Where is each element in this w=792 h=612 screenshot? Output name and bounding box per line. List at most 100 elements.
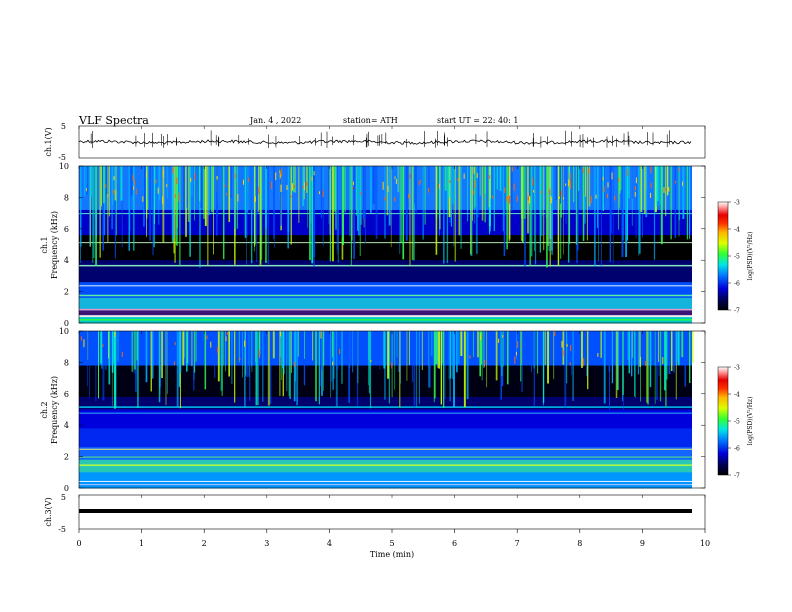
spectro-hotspot xyxy=(602,176,604,181)
spectro-streak xyxy=(332,331,334,390)
ch3-ytick-bottom: -5 xyxy=(58,525,66,534)
spectro-streak xyxy=(534,166,535,251)
spectro-streak xyxy=(251,166,253,264)
spectro-streak xyxy=(441,331,443,364)
spectro-streak xyxy=(602,166,604,212)
freq-tick-label: 6 xyxy=(64,390,69,399)
spectro-streak xyxy=(193,331,196,373)
time-axis-label: Time (min) xyxy=(370,550,414,559)
spectro-streak xyxy=(364,166,366,244)
spectro-streak xyxy=(89,166,91,247)
spectro-hotspot xyxy=(178,193,180,202)
spectro-streak xyxy=(562,331,565,365)
spectro-streak xyxy=(151,331,154,379)
spectro-streak xyxy=(479,166,481,196)
spectro-hotspot xyxy=(352,186,354,190)
spectro-streak xyxy=(79,166,82,247)
spectro-hotspot xyxy=(479,333,481,341)
spectro-hotspot xyxy=(142,196,144,202)
spectro-streak xyxy=(559,166,562,204)
spectro-hotspot xyxy=(511,166,513,172)
spectro-streak xyxy=(322,166,324,190)
spectro-hotspot xyxy=(515,351,517,356)
spectro-streak xyxy=(450,331,452,379)
spectro-hotspot xyxy=(679,168,681,172)
spectro-streak xyxy=(384,166,386,239)
time-tick-label: 8 xyxy=(577,539,582,548)
spectro-streak xyxy=(588,166,591,207)
spectro-hotspot xyxy=(225,336,227,342)
spectro-hotspot xyxy=(133,186,135,190)
spectro-streak xyxy=(108,166,110,217)
spectro-hotspot xyxy=(176,177,178,184)
spectro-streak xyxy=(208,166,211,216)
spectro-streak xyxy=(216,166,218,236)
spectro-streak xyxy=(435,331,438,365)
spectro-hotspot xyxy=(558,196,560,199)
spectro-hotspot xyxy=(489,175,491,179)
spectro-hotspot xyxy=(569,362,571,366)
spectro-streak xyxy=(374,166,376,211)
spectro-streak xyxy=(221,331,223,396)
spectro-hotspot xyxy=(650,182,652,188)
spectro-streak xyxy=(421,331,424,370)
spectro-streak xyxy=(362,166,365,219)
spectro-streak xyxy=(353,166,356,260)
spectro-hotspot xyxy=(145,170,147,178)
spectro-streak xyxy=(117,331,119,362)
spectro-streak xyxy=(171,166,174,243)
spectro-streak xyxy=(145,331,148,383)
spectro-streak xyxy=(214,331,216,378)
spectro-streak xyxy=(114,166,116,259)
spectro-streak xyxy=(475,166,478,254)
ch2-colorbar: -3 -4 -5 -6 -7 log(PSD)(V²/Hz) xyxy=(717,365,754,480)
spectro-hotspot xyxy=(279,170,281,173)
spectro-streak xyxy=(581,331,583,368)
spectro-streak xyxy=(537,331,539,374)
spectro-hotspot xyxy=(113,176,115,181)
spectro-streak xyxy=(631,331,633,377)
spectro-streak xyxy=(135,331,137,379)
spectro-streak xyxy=(597,166,599,262)
spectro-streak xyxy=(564,331,567,408)
spectro-streak xyxy=(615,331,618,399)
spectro-streak xyxy=(473,166,475,224)
spectro-streak xyxy=(255,331,256,362)
spectro-streak xyxy=(474,166,476,208)
spectro-streak xyxy=(309,166,311,261)
spectro-streak xyxy=(499,166,502,192)
spectro-streak xyxy=(665,331,668,380)
spectro-streak xyxy=(656,331,658,400)
spectro-streak xyxy=(269,331,272,405)
spectro-streak xyxy=(178,331,181,388)
spectro-hotspot xyxy=(320,331,322,339)
spectro-streak xyxy=(533,331,536,407)
spectro-hotspot xyxy=(244,340,246,347)
ch1-colorbar-scale xyxy=(717,201,729,311)
spectro-hotspot xyxy=(509,195,511,204)
spectro-streak xyxy=(609,166,612,263)
spectro-streak xyxy=(653,166,656,260)
spectro-hotspot xyxy=(531,177,533,186)
spectro-hotspot xyxy=(590,196,592,204)
spectro-streak xyxy=(102,166,105,251)
spectro-streak xyxy=(546,166,548,268)
time-tick-label: 4 xyxy=(327,539,332,548)
spectro-streak xyxy=(84,166,86,197)
date-label: Jan. 4 , 2022 xyxy=(249,116,301,125)
spectro-streak xyxy=(500,331,502,400)
spectro-streak xyxy=(440,331,443,405)
spectro-streak xyxy=(320,166,323,219)
ch1-waveform-line xyxy=(78,139,692,145)
colorbar-tick-label: -4 xyxy=(734,392,740,399)
spectro-streak xyxy=(677,331,680,366)
spectro-streak xyxy=(204,166,207,226)
spectro-hotspot xyxy=(419,179,421,183)
spectro-streak xyxy=(267,166,269,264)
freq-tick-label: 4 xyxy=(64,256,69,265)
spectro-streak xyxy=(397,331,400,372)
freq-tick-label: 8 xyxy=(64,193,69,202)
spectro-streak xyxy=(146,166,148,200)
time-tick-label: 1 xyxy=(139,539,144,548)
spectro-hotspot xyxy=(650,166,652,174)
